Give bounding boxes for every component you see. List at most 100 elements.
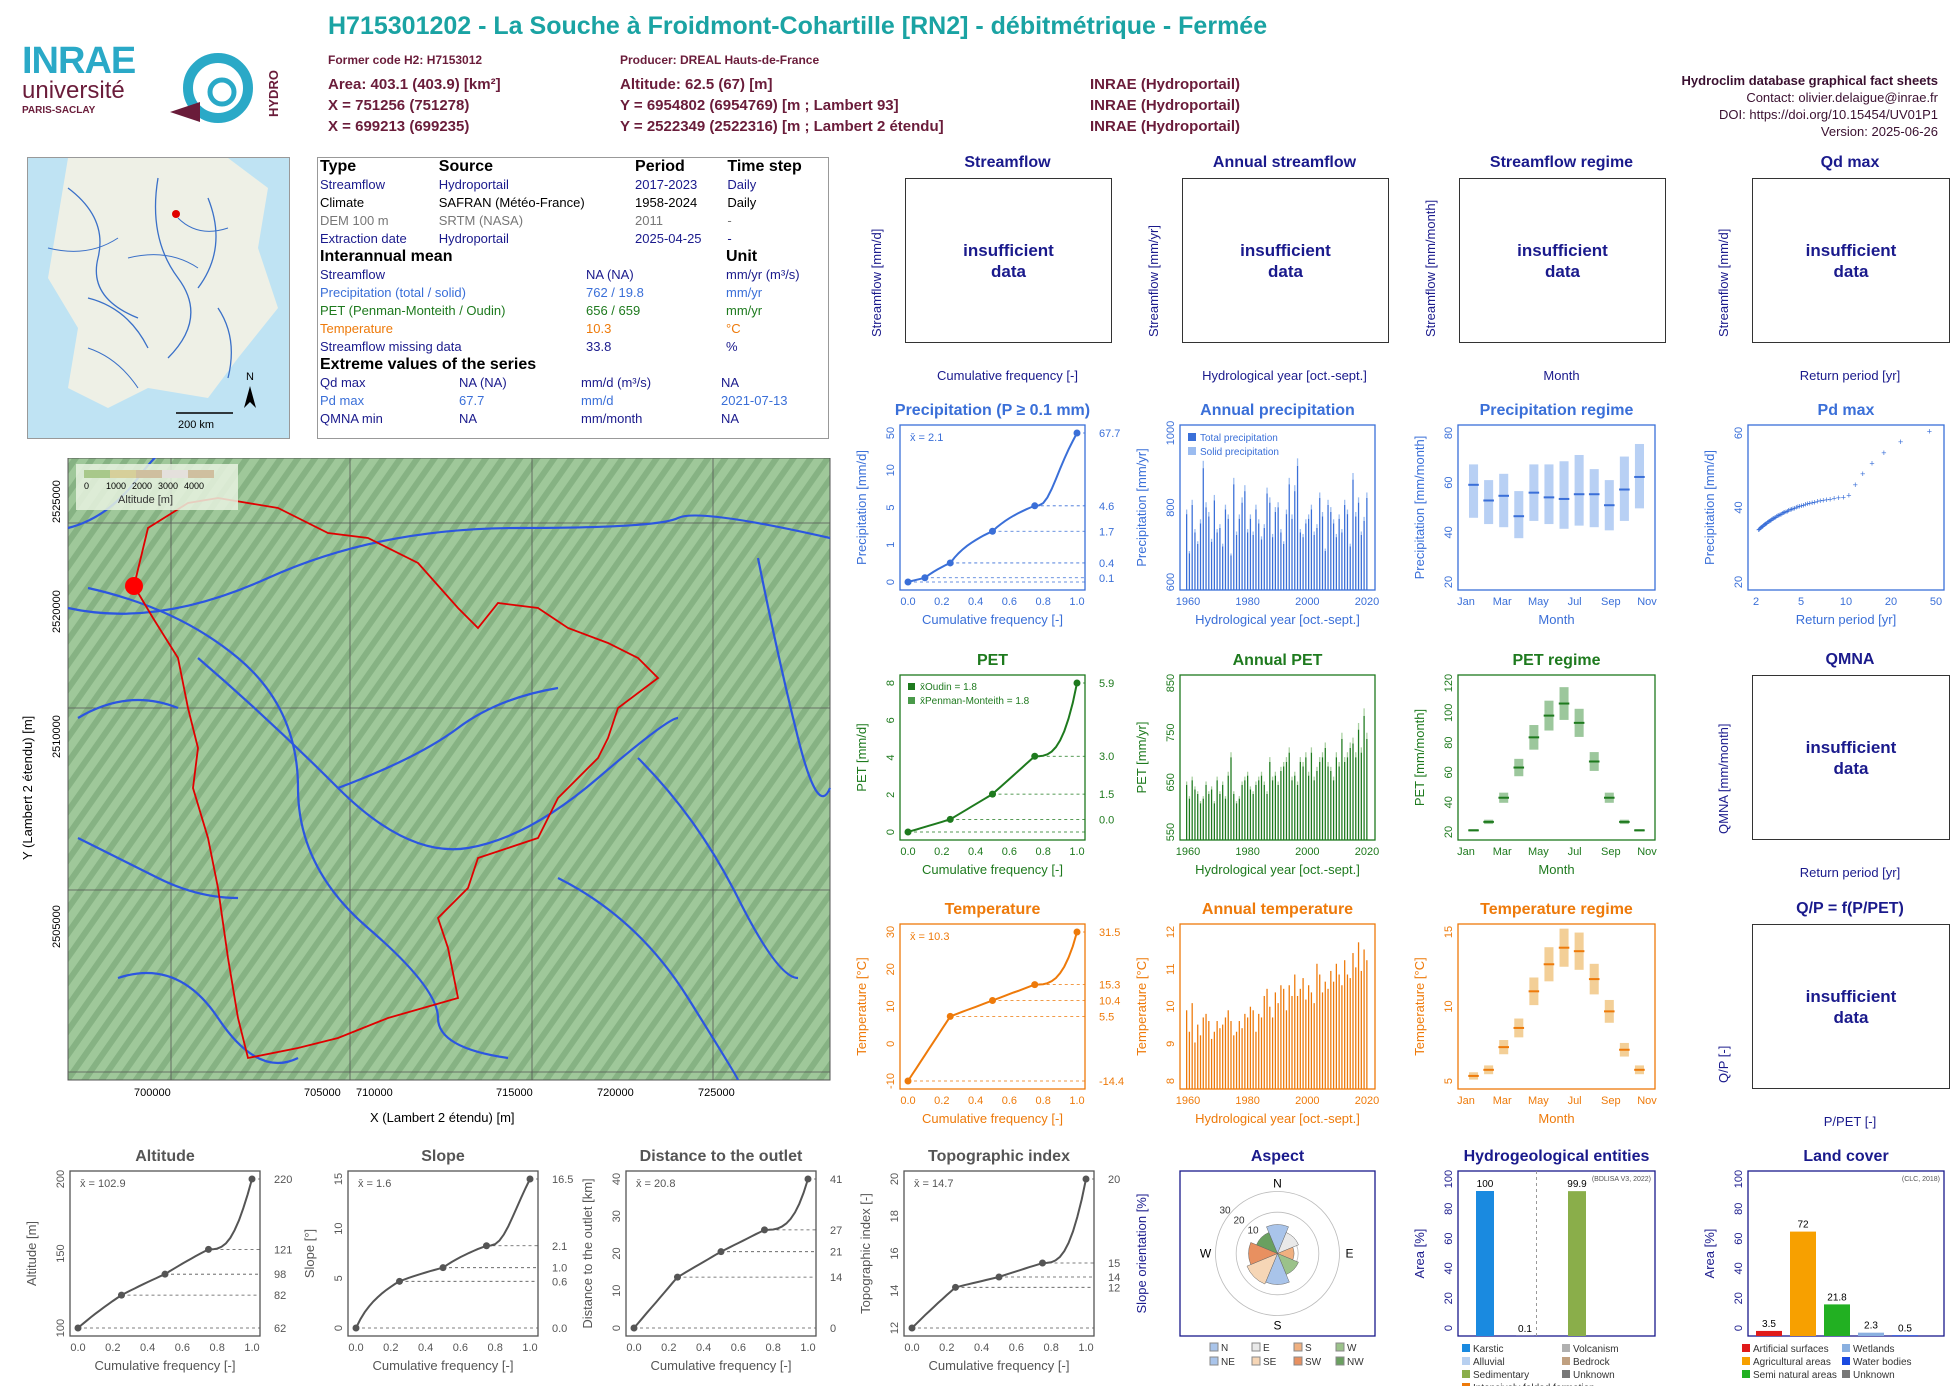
legend-swatch: [1742, 1344, 1750, 1352]
bar-overlay: [1241, 497, 1243, 503]
qp-title: Q/P = f(P/PET): [1796, 900, 1904, 917]
x-tick: 2000: [1295, 846, 1319, 858]
bar-overlay: [1258, 519, 1260, 524]
bar-overlay: [1197, 791, 1199, 794]
y-axis-label: Area [%]: [1412, 1229, 1427, 1279]
map-ytick: 2505000: [51, 905, 63, 948]
bar-overlay: [1327, 761, 1329, 767]
ring: [1215, 1191, 1340, 1316]
bar: [1266, 493, 1268, 590]
map-ytick: 2510000: [51, 715, 63, 758]
regime-box: [1484, 480, 1494, 525]
quantile-label: 2.1: [552, 1241, 567, 1253]
bar: [1186, 784, 1188, 840]
y-tick: 16: [889, 1247, 901, 1259]
annual_streamflow-xlabel: Hydrological year [oct.-sept.]: [1202, 368, 1367, 383]
bar: [1321, 757, 1324, 840]
data-point: +: [1772, 513, 1777, 523]
regime-box: [1559, 461, 1569, 529]
bar: [1210, 789, 1213, 840]
bar: [1349, 748, 1351, 840]
doi-text: DOI: https://doi.org/10.15454/UV01P1: [1719, 107, 1938, 122]
bar: [1319, 498, 1321, 590]
bar-overlay: [1277, 781, 1279, 785]
col-period: Period: [635, 158, 685, 175]
y-axis-label: Precipitation [mm/yr]: [1134, 448, 1149, 566]
annual_streamflow-panel: insufficient data: [1182, 178, 1389, 343]
legend-swatch: [1842, 1370, 1850, 1378]
annual_temp-chart: Annual temperature Hydrological year [oct…: [1134, 901, 1379, 1126]
info-table: Type Source Period Time step Streamflow Hydr…: [317, 157, 829, 439]
bar-overlay: [1202, 796, 1204, 799]
quantile-point: [908, 1324, 916, 1332]
bar: [1241, 1028, 1243, 1089]
bar: [1269, 502, 1271, 590]
y-tick: 20: [1733, 576, 1745, 588]
table-cell: NA: [721, 411, 740, 426]
annual_precip-chart: Annual precipitation Hydrological year [o…: [1134, 402, 1379, 627]
quantile-point: [804, 1175, 812, 1183]
bar-overlay: [1230, 752, 1232, 758]
y-axis-label: Area [%]: [1702, 1229, 1717, 1279]
y-tick: 800: [1165, 498, 1177, 516]
bar-overlay: [1299, 757, 1301, 762]
bar-overlay: [1363, 516, 1365, 521]
x-tick: 0.8: [210, 1342, 225, 1354]
insufficient-data-label: insufficient data: [1240, 240, 1331, 281]
x-tick: 0.8: [1044, 1342, 1059, 1354]
bar-overlay: [1294, 771, 1296, 776]
bar-overlay: [1346, 509, 1349, 515]
legend-swatch: [1251, 1356, 1261, 1366]
col-source: Source: [438, 158, 494, 175]
y-tick: 650: [1165, 773, 1177, 791]
qp-panel: insufficient data: [1752, 924, 1950, 1089]
bar-overlay: [1302, 533, 1304, 538]
quantile-point: [761, 1226, 768, 1234]
x-tick: 1.0: [800, 1342, 815, 1354]
bar: [1291, 995, 1293, 1089]
bar: [1199, 803, 1202, 840]
bar: [1216, 780, 1218, 840]
x-axis-label: Cumulative frequency [-]: [929, 1358, 1070, 1373]
data-point: +: [1760, 521, 1765, 531]
quantile-point: [674, 1273, 681, 1281]
source-note: (CLC, 2018): [1902, 1176, 1940, 1183]
bar-overlay: [1241, 781, 1243, 785]
legend-label: Artificial surfaces: [1753, 1344, 1829, 1355]
legend-label: W: [1347, 1343, 1357, 1354]
bar: [1291, 780, 1293, 840]
bar: [1252, 534, 1254, 590]
data-point: +: [1828, 494, 1833, 504]
bar: [1208, 516, 1210, 590]
legend-label: Unknown: [1853, 1370, 1895, 1381]
bar: [1194, 532, 1196, 590]
bar: [1790, 1231, 1816, 1336]
x-axis-label: Cumulative frequency [-]: [922, 862, 1063, 877]
bar-overlay: [1194, 529, 1196, 533]
y-tick: 10: [611, 1285, 623, 1297]
insufficient-data-label: insufficient data: [963, 240, 1054, 281]
x-tick: Jul: [1568, 596, 1582, 608]
bar: [1199, 523, 1202, 590]
bar: [1202, 798, 1204, 840]
bar-overlay: [1277, 502, 1279, 508]
bar: [1360, 752, 1362, 840]
data-point: +: [1789, 504, 1794, 514]
aspect-slice: [1266, 1224, 1289, 1255]
bar-label: 72: [1797, 1220, 1809, 1231]
data-point: +: [1782, 507, 1787, 517]
bar: [1288, 985, 1290, 1089]
y-tick: 0: [885, 829, 897, 835]
bar: [1291, 518, 1293, 590]
x-axis-label: Return period [yr]: [1796, 612, 1896, 627]
x-axis-label: Cumulative frequency [-]: [95, 1358, 236, 1373]
legend-label: Intensively folded formation: [1473, 1383, 1595, 1386]
bar-label: 0.1: [1518, 1324, 1532, 1335]
bar: [1241, 784, 1243, 840]
bar: [1274, 775, 1276, 840]
bar: [1305, 523, 1307, 590]
bar: [1824, 1304, 1850, 1336]
quantile-point: [74, 1324, 82, 1332]
bar-overlay: [1235, 531, 1238, 535]
pet_regime-chart: PET regime Month PET [mm/month] Jan Mar May Ju…: [1412, 652, 1657, 877]
